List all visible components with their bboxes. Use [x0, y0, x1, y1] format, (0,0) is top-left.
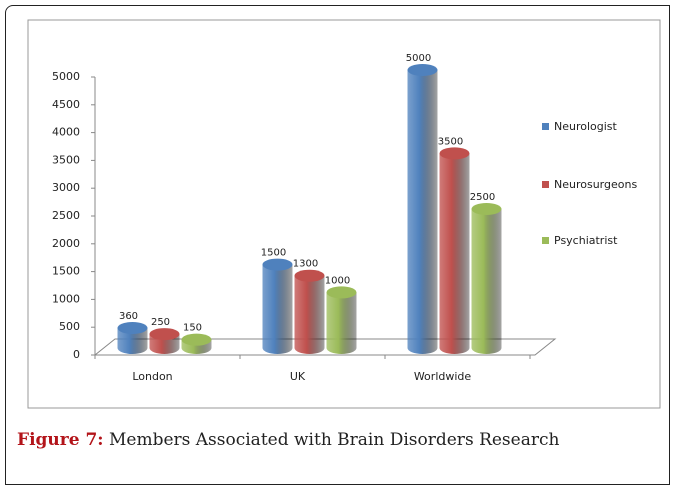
data-label: 360 — [119, 311, 138, 322]
bar-top — [181, 333, 212, 346]
caption: Figure 7: Members Associated with Brain … — [17, 430, 559, 450]
legend-label: Neurosurgeons — [554, 178, 637, 191]
bar-body — [294, 275, 325, 354]
data-label: 1300 — [293, 259, 318, 270]
bar-top — [117, 321, 148, 334]
bar-top — [407, 64, 438, 76]
chart: 0 500 1000 1500 2000 2500 3000 3500 4000 4500 5000… — [27, 19, 661, 409]
data-label: 1000 — [325, 275, 350, 286]
y-tick-label: 4000 — [52, 126, 80, 139]
bar — [471, 203, 502, 354]
x-tick-label: UK — [290, 370, 306, 383]
y-tick-label: 3000 — [52, 181, 80, 194]
y-tick-label: 2000 — [52, 237, 80, 250]
data-label: 3500 — [438, 136, 463, 147]
y-tick-label: 4500 — [52, 98, 80, 111]
y-tick-label: 1000 — [52, 292, 80, 305]
bar-top — [326, 286, 357, 299]
bar-body — [471, 209, 502, 354]
bar-top — [149, 328, 180, 341]
legend-label: Neurologist — [554, 120, 618, 133]
bar — [149, 328, 180, 354]
bar — [294, 269, 325, 354]
bar-top — [439, 147, 470, 160]
legend-swatch — [542, 237, 549, 244]
y-tick-label: 3500 — [52, 153, 80, 166]
data-label: 5000 — [406, 53, 431, 64]
bar-top — [262, 258, 293, 271]
bar — [326, 286, 357, 354]
x-tick-label: Worldwide — [414, 370, 472, 383]
bar-body — [407, 70, 438, 354]
caption-label: Figure 7: — [17, 430, 104, 450]
legend-label: Psychiatrist — [554, 234, 618, 247]
data-label: 250 — [151, 317, 170, 328]
bar-body — [117, 327, 148, 354]
y-tick-label: 2500 — [52, 209, 80, 222]
bar — [262, 258, 293, 354]
data-label: 2500 — [470, 192, 495, 203]
bar — [407, 64, 438, 354]
bar — [181, 333, 212, 354]
bar-body — [439, 153, 470, 354]
y-tick-label: 5000 — [52, 70, 80, 83]
legend-swatch — [542, 123, 549, 130]
bar — [439, 147, 470, 354]
data-label: 1500 — [261, 248, 286, 259]
bar-body — [326, 292, 357, 354]
figure-frame — [5, 5, 670, 485]
bar-top — [294, 269, 325, 282]
data-label: 150 — [183, 323, 202, 334]
y-tick-label: 1500 — [52, 265, 80, 278]
bar-top — [471, 203, 502, 215]
y-tick-label: 0 — [73, 348, 80, 361]
bar-body — [262, 264, 293, 354]
y-tick-label: 500 — [59, 320, 80, 333]
x-tick-label: London — [132, 370, 172, 383]
caption-text: Members Associated with Brain Disorders … — [108, 430, 560, 450]
bar — [117, 321, 148, 354]
legend-swatch — [542, 181, 549, 188]
